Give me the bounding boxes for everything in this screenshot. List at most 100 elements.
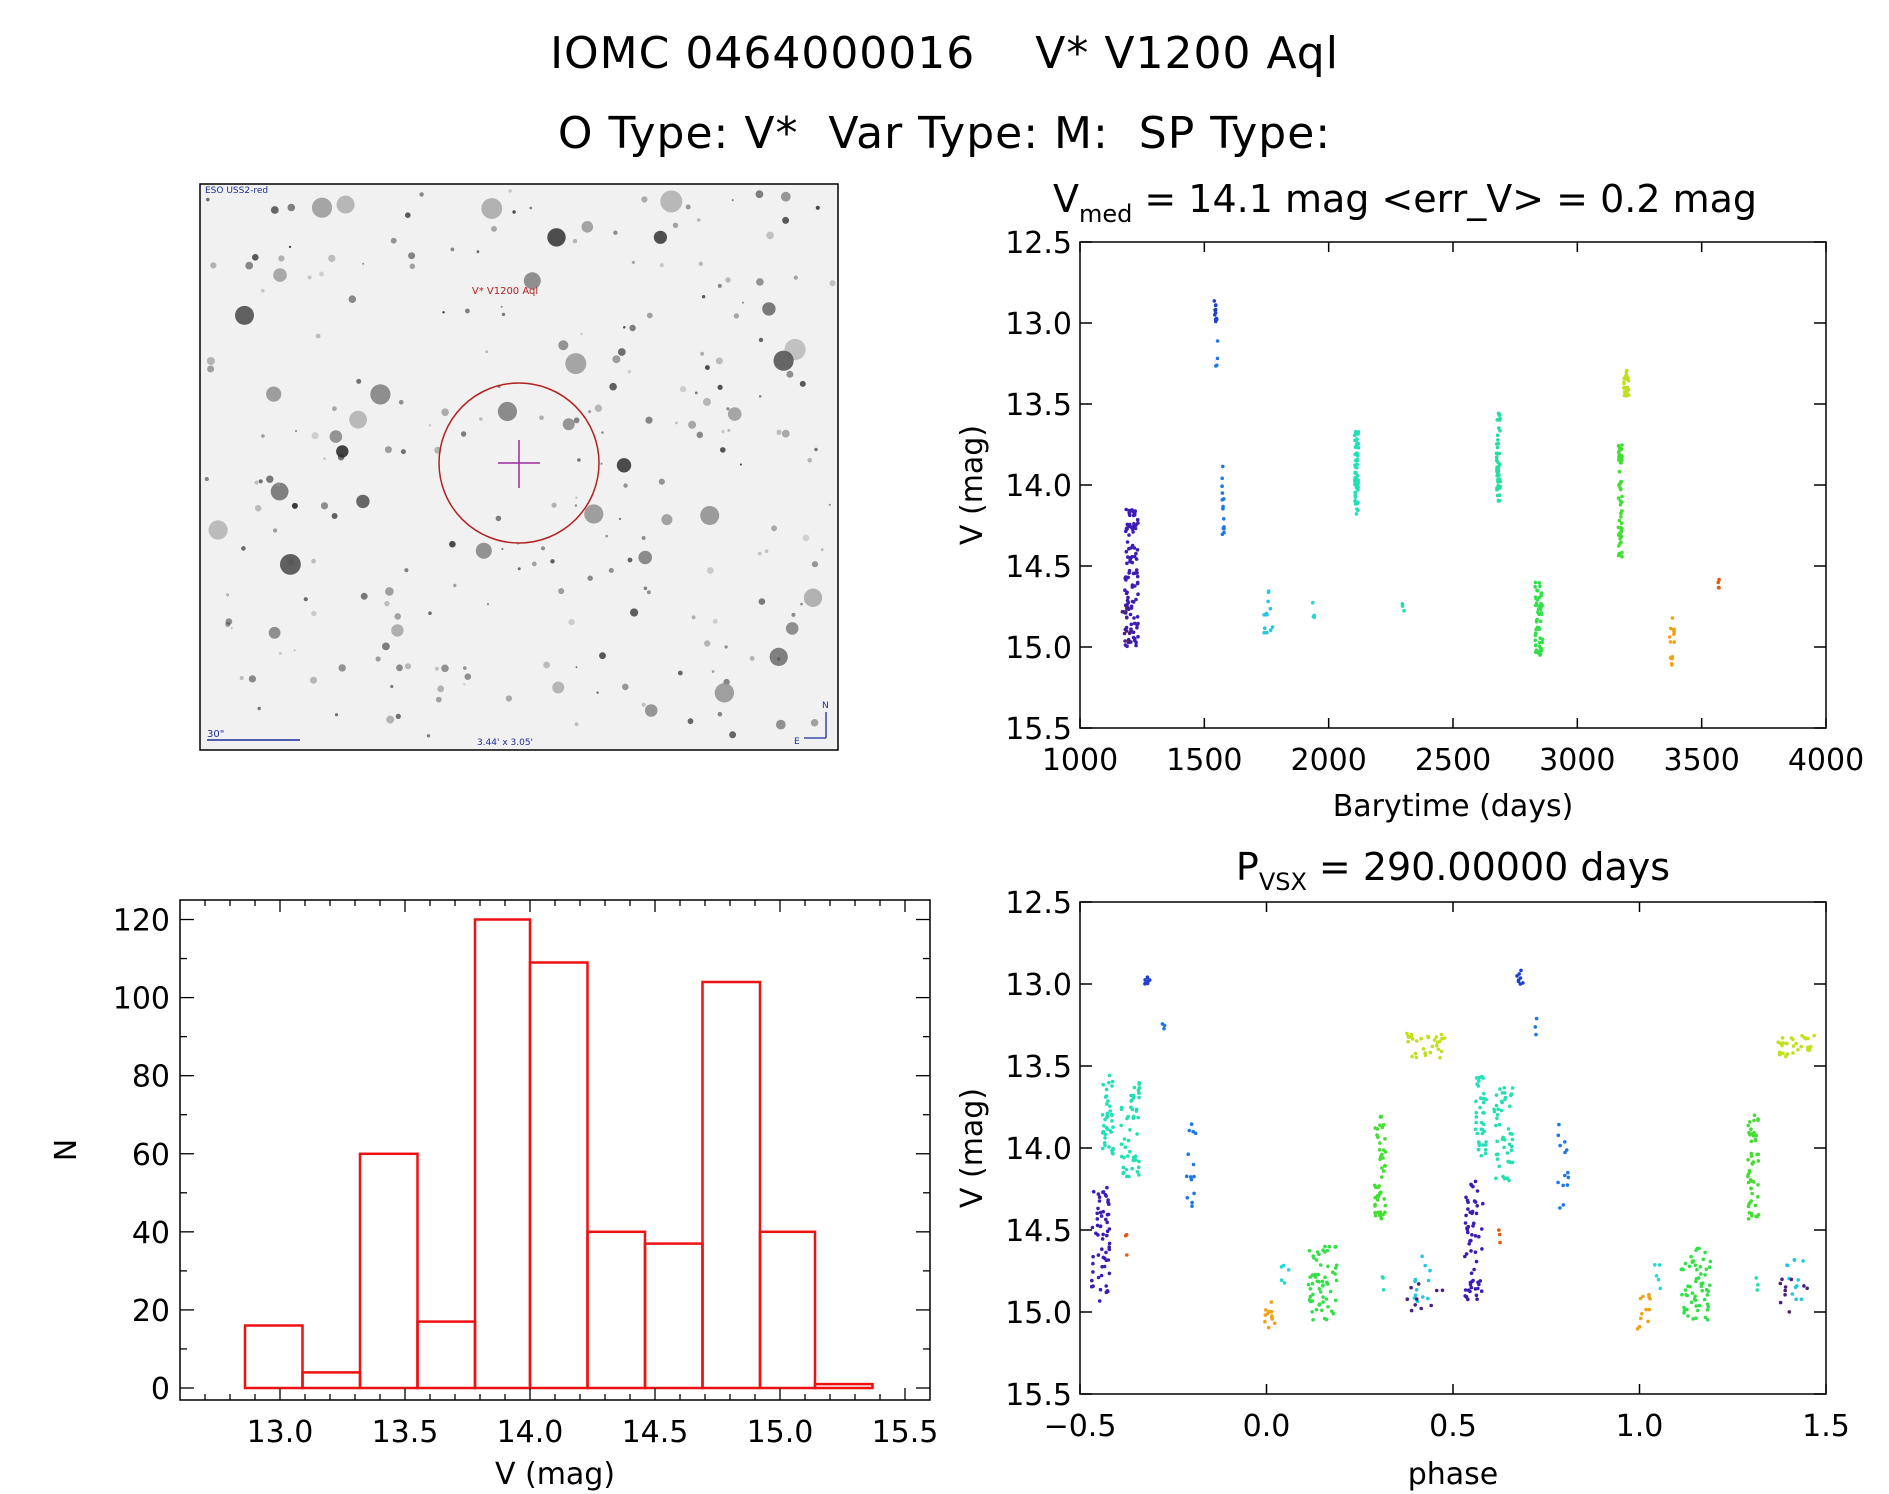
finder-star — [729, 731, 737, 739]
page-subtitle: O Type: V* Var Type: M: SP Type: — [557, 108, 1332, 159]
finder-star — [820, 548, 824, 552]
phased-point — [1683, 1288, 1688, 1292]
histogram-y-tick-label: 0 — [151, 1372, 170, 1407]
lightcurve-point — [1354, 512, 1359, 516]
phased-point — [1333, 1245, 1337, 1249]
phased-point — [1110, 1151, 1115, 1155]
phased-point — [1638, 1296, 1643, 1301]
phased-point — [1095, 1211, 1099, 1216]
finder-star — [764, 549, 769, 553]
finder-star — [287, 203, 296, 212]
lightcurve-point — [1215, 356, 1220, 361]
lightcurve-point — [1497, 426, 1501, 430]
finder-star — [623, 483, 628, 488]
finder-star — [698, 261, 703, 266]
phased-point — [1107, 1241, 1112, 1246]
phased-point — [1476, 1084, 1481, 1088]
phased-point — [1641, 1294, 1645, 1299]
phased-point — [1097, 1195, 1102, 1199]
phased-point — [1189, 1122, 1194, 1126]
histogram-x-label: V (mag) — [495, 1457, 615, 1492]
finder-star — [575, 666, 578, 669]
finder-star — [491, 226, 497, 232]
phased-point — [1110, 1084, 1114, 1088]
phased-point — [1131, 1093, 1136, 1098]
lightcurve-y-tick-label: 13.5 — [1005, 388, 1072, 423]
finder-star — [814, 447, 818, 452]
phased-point — [1475, 1189, 1480, 1193]
lightcurve-plot-frame — [1079, 241, 1827, 729]
phased-point — [1102, 1141, 1107, 1145]
finder-star — [206, 197, 210, 202]
finder-star — [762, 302, 776, 316]
finder-star — [268, 626, 281, 639]
phased-point — [1101, 1255, 1106, 1260]
target-circle — [438, 382, 600, 544]
lightcurve-point — [1616, 458, 1621, 462]
finder-star — [793, 275, 798, 280]
phased-point — [1383, 1137, 1387, 1141]
phased-point — [1130, 1166, 1134, 1171]
phased-point — [1707, 1283, 1712, 1288]
finder-star — [337, 453, 345, 461]
finder-star — [675, 421, 678, 425]
phased-point — [1137, 1082, 1141, 1086]
finder-star — [573, 417, 580, 424]
phased-point — [1506, 1127, 1511, 1131]
phased-point — [1503, 1097, 1507, 1102]
finder-star — [230, 627, 233, 630]
phased-point — [1383, 1163, 1387, 1168]
phased-point — [1379, 1216, 1384, 1221]
lightcurve-point — [1129, 622, 1134, 627]
phased-point — [1755, 1288, 1760, 1292]
finder-star — [691, 615, 696, 620]
finder-star — [781, 429, 790, 438]
phased-point — [1414, 1055, 1419, 1060]
finder-star — [609, 382, 617, 391]
histogram-y-tick-label: 20 — [132, 1294, 170, 1329]
phased-point — [1473, 1200, 1478, 1204]
phased-point — [1105, 1212, 1110, 1217]
lightcurve-point — [1136, 634, 1140, 639]
finder-star — [319, 271, 324, 277]
phased-point — [1413, 1293, 1418, 1297]
lightcurve-point — [1620, 494, 1624, 499]
phased-point — [1327, 1244, 1332, 1249]
phased-point — [1476, 1140, 1481, 1144]
phased-point — [1500, 1091, 1505, 1095]
phased-point — [1481, 1100, 1486, 1105]
lightcurve-point — [1124, 507, 1128, 512]
finder-star — [276, 482, 281, 487]
phased-point — [1792, 1258, 1797, 1262]
lightcurve-point — [1134, 571, 1139, 575]
phased-point — [1478, 1279, 1483, 1283]
lightcurve-point — [1624, 373, 1629, 378]
finder-star — [273, 528, 278, 533]
phased-point — [1805, 1286, 1809, 1291]
phased-point — [1689, 1300, 1694, 1305]
phased-point — [1752, 1118, 1756, 1123]
phased-point — [1702, 1297, 1707, 1302]
lightcurve-point — [1135, 625, 1139, 630]
phased-point — [1694, 1304, 1698, 1308]
phased-point — [1125, 1116, 1129, 1121]
finder-star — [755, 190, 764, 199]
phased-point — [1780, 1277, 1784, 1282]
lightcurve-point — [1127, 508, 1132, 513]
finder-star — [278, 651, 282, 655]
phased-point — [1705, 1318, 1710, 1322]
lightcurve-point — [1127, 631, 1132, 635]
phased-point — [1421, 1295, 1425, 1299]
phased-point — [1124, 1232, 1129, 1237]
phased-point — [1324, 1317, 1329, 1322]
phased-point — [1162, 1026, 1166, 1031]
phased-point — [1483, 1151, 1488, 1156]
phased-point — [1748, 1120, 1752, 1124]
lightcurve-y-tick-label: 13.0 — [1005, 307, 1072, 342]
finder-star — [437, 685, 445, 693]
phased-point — [1707, 1265, 1712, 1269]
phased-point — [1104, 1217, 1108, 1222]
histogram-bar — [813, 1382, 874, 1390]
phased-point — [1377, 1184, 1381, 1188]
phased-point — [1135, 1132, 1139, 1136]
